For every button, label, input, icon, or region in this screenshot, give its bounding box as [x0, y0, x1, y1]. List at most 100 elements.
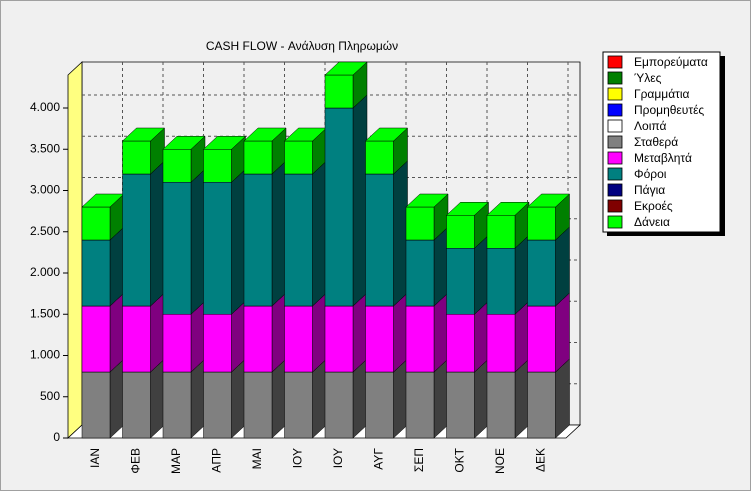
- legend-label: Μεταβλητά: [634, 151, 692, 165]
- legend-label: Σταθερά: [634, 135, 678, 149]
- bars: [81, 61, 571, 439]
- legend-swatch: [607, 71, 623, 85]
- bar-top: [405, 193, 449, 208]
- legend-swatch: [607, 167, 623, 181]
- bar-segment: [122, 140, 151, 175]
- bar-side: [312, 358, 327, 439]
- bar-segment: [203, 371, 232, 439]
- bar-segment: [446, 248, 475, 315]
- bar-segment: [365, 371, 394, 439]
- x-tick-label: ΝΟΕ: [493, 448, 507, 474]
- bar-side: [271, 160, 287, 307]
- legend-swatch: [607, 135, 623, 149]
- legend-label: Εμπορεύματα: [634, 55, 708, 69]
- legend: [602, 51, 721, 233]
- bar-side: [352, 94, 368, 307]
- bar-side: [109, 226, 125, 307]
- bar-top: [121, 127, 166, 142]
- legend-swatch: [607, 55, 623, 69]
- bar-segment: [446, 215, 475, 249]
- bar-segment: [284, 371, 313, 439]
- bar-top: [486, 202, 530, 216]
- bar-segment: [81, 239, 111, 307]
- bar-side: [352, 358, 368, 439]
- legend-swatch: [607, 119, 623, 133]
- bar-segment: [284, 173, 313, 307]
- bar-segment: [122, 371, 151, 439]
- bar-side: [271, 292, 287, 373]
- y-tick-label: 4.000: [30, 100, 60, 114]
- bar-segment: [527, 371, 556, 439]
- legend-swatch: [607, 199, 623, 213]
- y-tick-label: 1.000: [30, 348, 60, 362]
- bar-side: [433, 292, 449, 373]
- bar-segment: [405, 239, 435, 307]
- y-tick-label: 2.000: [30, 265, 60, 279]
- bar-segment: [405, 305, 435, 373]
- bar-segment: [122, 173, 151, 307]
- bar-segment: [486, 248, 516, 315]
- x-tick-label: ΙΟΥ: [291, 448, 305, 468]
- legend-swatch: [607, 87, 623, 101]
- bar-segment: [243, 140, 273, 175]
- bar-segment: [122, 305, 151, 373]
- bar-side: [231, 358, 246, 439]
- y-tick-label: 2.500: [30, 224, 60, 238]
- bar-segment: [81, 206, 111, 241]
- bar-side: [555, 292, 570, 373]
- bar-top: [202, 136, 247, 150]
- bar-side: [352, 292, 368, 373]
- bar-side: [190, 358, 206, 439]
- x-tick-label: ΜΑΙ: [250, 448, 264, 469]
- legend-swatch: [607, 151, 623, 165]
- bar-side: [433, 226, 449, 307]
- x-tick-label: ΦΕΒ: [129, 448, 143, 474]
- bar-segment: [81, 371, 111, 439]
- bar-segment: [203, 182, 232, 315]
- bar-side: [312, 292, 327, 373]
- bar-segment: [243, 371, 273, 439]
- bar-segment: [284, 305, 313, 373]
- bar-side: [474, 358, 489, 439]
- bar-side: [312, 160, 327, 307]
- bar-segment: [324, 107, 354, 307]
- bar-segment: [446, 314, 475, 373]
- bar-segment: [486, 314, 516, 373]
- bar-segment: [162, 182, 192, 315]
- bar-segment: [162, 371, 192, 439]
- bar-segment: [243, 173, 273, 307]
- legend-swatch: [607, 183, 623, 197]
- bar-segment: [284, 140, 313, 175]
- bar-side: [393, 160, 408, 307]
- legend-label: Ύλες: [634, 71, 662, 85]
- bar-side: [514, 234, 530, 315]
- legend-swatch: [607, 103, 623, 117]
- bar-side: [514, 358, 530, 439]
- bar-segment: [324, 305, 354, 373]
- y-tick-label: 0: [53, 430, 60, 444]
- bar-segment: [446, 371, 475, 439]
- legend-swatch: [607, 215, 623, 229]
- bar-top: [364, 127, 409, 142]
- bar-side: [474, 234, 489, 315]
- y-tick-label: 500: [40, 389, 60, 403]
- bar-top: [445, 202, 490, 216]
- bar-top: [243, 127, 287, 142]
- bar-segment: [203, 314, 232, 373]
- legend-label: Λοιπά: [634, 119, 666, 133]
- bar-side: [555, 226, 570, 307]
- bar-segment: [527, 206, 556, 241]
- legend-label: Πάγια: [634, 183, 665, 197]
- x-tick-label: ΟΚΤ: [453, 447, 467, 472]
- bar-segment: [486, 215, 516, 249]
- bar-segment: [365, 305, 394, 373]
- legend-items: Εμπορεύματα Ύλες Γραμμάτια Προμηθευτές Λοιπά…: [607, 55, 708, 229]
- bar-segment: [203, 149, 232, 183]
- bar-side: [150, 292, 165, 373]
- x-tick-label: ΑΠΡ: [210, 448, 224, 473]
- bar-side: [109, 358, 125, 439]
- bar-side: [109, 292, 125, 373]
- bar-side: [231, 168, 246, 315]
